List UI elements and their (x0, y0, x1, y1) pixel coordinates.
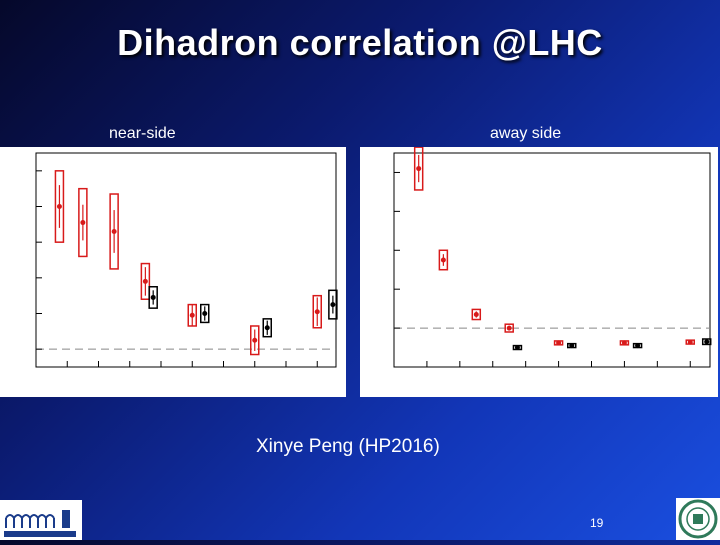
data-point (189, 312, 195, 318)
data-point (569, 343, 575, 349)
systematic-box (78, 187, 88, 258)
data-point (635, 343, 641, 349)
systematic-box (148, 286, 158, 309)
data-point (416, 166, 422, 172)
data-point (473, 311, 479, 317)
author-credit: Xinye Peng (HP2016) (256, 436, 440, 457)
data-point (142, 278, 148, 284)
data-point (264, 325, 270, 331)
data-point (150, 294, 156, 300)
data-point (80, 220, 86, 226)
data-point (314, 309, 320, 315)
data-point (111, 228, 117, 234)
data-point (704, 339, 710, 345)
systematic-box (413, 146, 424, 191)
page-number: 19 (590, 516, 604, 530)
systematic-box (140, 262, 151, 300)
berkeley-lab-logo (0, 500, 82, 540)
data-point (440, 257, 446, 263)
plot-frame (393, 152, 711, 368)
data-point (514, 345, 520, 351)
near-side-chart-panel (0, 147, 346, 397)
systematic-box (250, 325, 260, 356)
systematic-box (54, 170, 65, 243)
systematic-box (200, 303, 210, 324)
plot-frame (35, 152, 337, 368)
slide-title: Dihadron correlation @LHC (117, 22, 603, 63)
data-point (556, 340, 562, 346)
near-side-label: near-side (109, 125, 176, 142)
systematic-box (312, 294, 322, 329)
systematic-box (262, 318, 272, 338)
data-point (621, 340, 627, 346)
near-side-chart (35, 152, 338, 368)
systematic-box (471, 308, 482, 321)
systematic-box (438, 249, 449, 271)
systematic-box (504, 323, 514, 333)
data-point (687, 339, 693, 345)
university-seal-logo (676, 498, 720, 540)
data-point (56, 204, 62, 209)
systematic-box (109, 193, 119, 270)
away-side-chart (393, 146, 712, 368)
away-side-chart-panel (360, 146, 718, 397)
data-point (202, 311, 208, 316)
systematic-box (328, 289, 338, 320)
away-side-label: away side (490, 125, 562, 142)
data-point (330, 302, 336, 308)
data-point (252, 337, 258, 343)
data-point (506, 325, 512, 331)
systematic-box (701, 338, 712, 346)
